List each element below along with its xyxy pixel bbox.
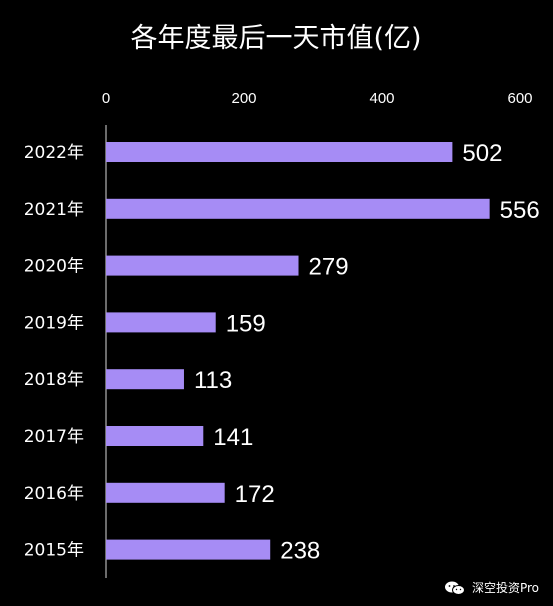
category-label: 2021年 bbox=[24, 200, 84, 220]
category-label: 2020年 bbox=[24, 257, 84, 277]
data-label: 502 bbox=[462, 140, 502, 167]
x-tick-label: 400 bbox=[369, 90, 394, 107]
bar bbox=[106, 198, 490, 219]
wechat-icon bbox=[444, 581, 465, 595]
category-label: 2015年 bbox=[24, 541, 84, 561]
category-label: 2016年 bbox=[24, 484, 84, 504]
x-tick-label: 200 bbox=[231, 90, 256, 107]
bar bbox=[106, 369, 184, 390]
category-label: 2018年 bbox=[24, 370, 84, 390]
category-label: 2022年 bbox=[24, 143, 84, 163]
data-label: 172 bbox=[235, 481, 275, 508]
bar bbox=[106, 539, 271, 560]
bar bbox=[106, 142, 453, 162]
data-label: 556 bbox=[500, 197, 540, 224]
category-label: 2017年 bbox=[24, 427, 84, 447]
x-axis-ticks: 0 200 400 600 bbox=[102, 90, 533, 107]
data-label: 159 bbox=[226, 310, 266, 337]
x-tick-label: 0 bbox=[102, 90, 110, 107]
data-label: 238 bbox=[280, 538, 320, 565]
chart-title: 各年度最后一天市值(亿) bbox=[130, 23, 421, 54]
watermark: 深空投资Pro bbox=[444, 579, 539, 596]
data-label: 113 bbox=[194, 367, 232, 394]
category-label: 2019年 bbox=[24, 313, 84, 333]
data-label: 141 bbox=[213, 424, 253, 451]
data-label: 279 bbox=[309, 254, 349, 281]
bar bbox=[106, 255, 299, 276]
bar bbox=[106, 426, 204, 446]
x-tick-label: 600 bbox=[507, 90, 532, 107]
bars-group: 2022年 502 2021年 556 2020年 279 2019年 159 2018年 113… bbox=[24, 140, 540, 565]
bar bbox=[106, 482, 225, 503]
watermark-text: 深空投资Pro bbox=[471, 581, 539, 595]
bar bbox=[106, 312, 216, 333]
